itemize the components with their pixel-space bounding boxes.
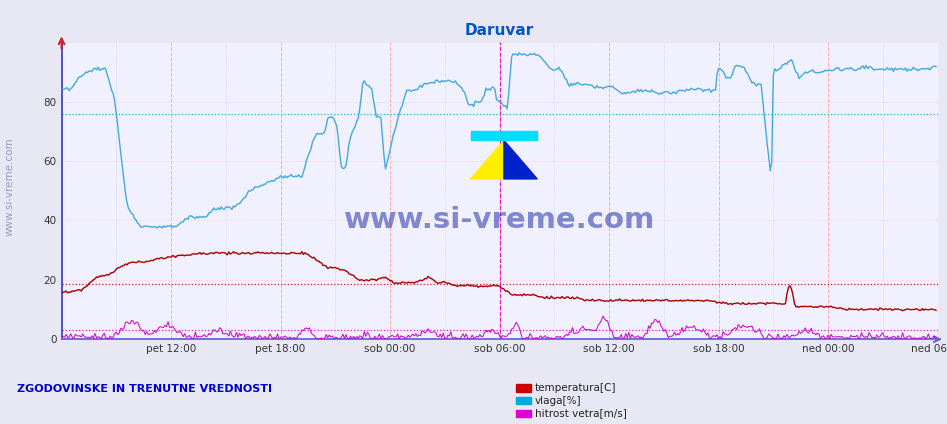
Polygon shape <box>471 140 504 179</box>
Text: ZGODOVINSKE IN TRENUTNE VREDNOSTI: ZGODOVINSKE IN TRENUTNE VREDNOSTI <box>17 384 272 394</box>
Text: hitrost vetra[m/s]: hitrost vetra[m/s] <box>535 408 627 418</box>
Text: vlaga[%]: vlaga[%] <box>535 396 581 406</box>
Text: www.si-vreme.com: www.si-vreme.com <box>344 206 655 234</box>
Text: temperatura[C]: temperatura[C] <box>535 383 616 393</box>
Bar <box>471 131 537 140</box>
Title: Daruvar: Daruvar <box>465 23 534 39</box>
Text: www.si-vreme.com: www.si-vreme.com <box>5 137 14 236</box>
Polygon shape <box>504 140 537 179</box>
